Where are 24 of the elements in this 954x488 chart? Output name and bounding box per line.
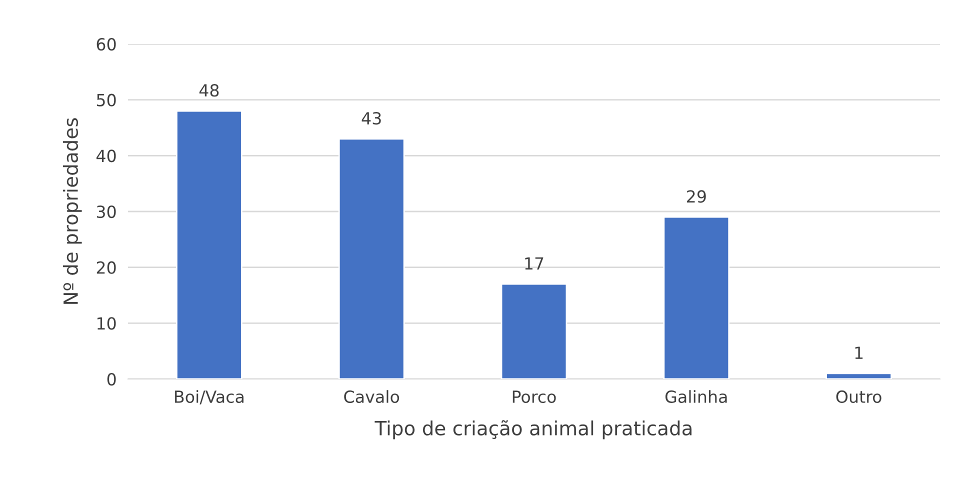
y-tick-label: 40: [96, 150, 116, 162]
data-label: 17: [525, 257, 544, 270]
x-tick-label: Boi/Vaca: [175, 390, 244, 404]
data-label: 43: [362, 112, 381, 125]
y-tick-label: 50: [96, 94, 116, 106]
y-axis-title: Nº de propriedades: [62, 118, 82, 304]
x-tick-label: Galinha: [665, 390, 727, 404]
y-tick-label: 10: [98, 317, 116, 330]
y-tick-label: 60: [96, 38, 116, 51]
x-tick-label: Outro: [836, 390, 882, 404]
bar: [176, 110, 242, 379]
x-axis-title: Tipo de criação animal praticada: [374, 420, 692, 440]
y-tick-label: 30: [96, 205, 116, 218]
x-tick-label: Porco: [512, 390, 556, 404]
data-label: 29: [687, 190, 706, 203]
bar: [663, 216, 730, 379]
bar: [500, 283, 568, 379]
bar: [826, 372, 892, 379]
data-label: 48: [199, 84, 219, 97]
data-label: 1: [855, 346, 863, 359]
x-tick-label: Cavalo: [344, 390, 400, 404]
y-tick-label: 0: [107, 372, 116, 386]
y-tick-label: 20: [96, 261, 116, 274]
bar: [338, 138, 405, 379]
